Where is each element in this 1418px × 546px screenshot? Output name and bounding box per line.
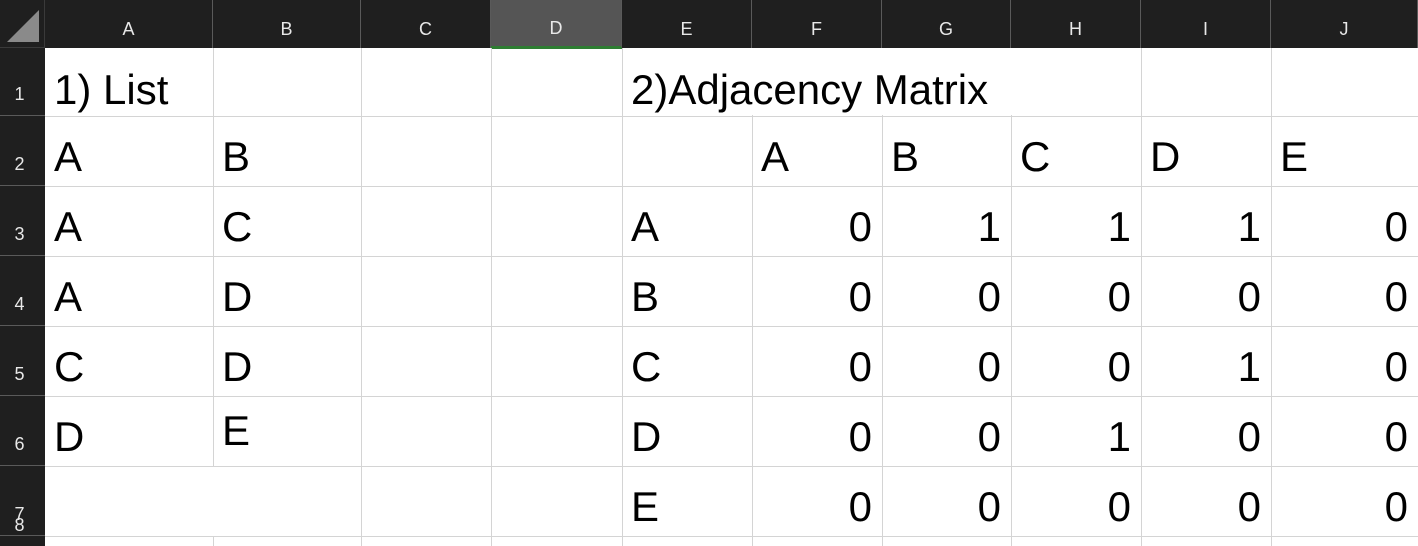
- row-header-3[interactable]: 3: [0, 186, 45, 256]
- matrix-value-cell[interactable]: 0: [848, 413, 872, 460]
- matrix-value-cell[interactable]: 1: [1107, 203, 1131, 250]
- gridline-horizontal: [45, 536, 1418, 537]
- column-header-b[interactable]: B: [213, 0, 361, 48]
- matrix-value-cell[interactable]: 0: [1384, 483, 1408, 530]
- column-header-d[interactable]: D: [491, 0, 622, 49]
- list-from-cell[interactable]: A: [54, 133, 83, 180]
- matrix-row-label-cell[interactable]: E: [631, 483, 660, 530]
- column-header-a[interactable]: A: [45, 0, 213, 48]
- matrix-row-label-cell[interactable]: A: [631, 203, 660, 250]
- matrix-value-cell[interactable]: 1: [1237, 343, 1261, 390]
- matrix-value-cell[interactable]: 0: [848, 483, 872, 530]
- column-header-i[interactable]: I: [1141, 0, 1271, 48]
- matrix-value-cell[interactable]: 0: [1384, 413, 1408, 460]
- list-to-cell[interactable]: D: [222, 273, 253, 320]
- gridline-vertical: [213, 48, 214, 546]
- row-header-8[interactable]: 8: [0, 515, 45, 546]
- matrix-value-cell[interactable]: 0: [977, 273, 1001, 320]
- cell-overflow-mask: [1010, 48, 1012, 115]
- matrix-row-label-cell[interactable]: D: [631, 413, 662, 460]
- column-header-f[interactable]: F: [752, 0, 882, 48]
- matrix-title-cell[interactable]: 2)Adjacency Matrix: [631, 66, 989, 113]
- column-header-j[interactable]: J: [1271, 0, 1418, 48]
- matrix-value-cell[interactable]: 1: [1237, 203, 1261, 250]
- matrix-value-cell[interactable]: 0: [1107, 343, 1131, 390]
- row-header-7[interactable]: 7: [0, 466, 45, 536]
- matrix-value-cell[interactable]: 0: [1384, 203, 1408, 250]
- matrix-value-cell[interactable]: 0: [1107, 483, 1131, 530]
- list-from-cell[interactable]: A: [54, 273, 83, 320]
- row-header-4[interactable]: 4: [0, 256, 45, 326]
- matrix-value-cell[interactable]: 0: [848, 203, 872, 250]
- matrix-value-cell[interactable]: 0: [848, 343, 872, 390]
- column-header-h[interactable]: H: [1011, 0, 1141, 48]
- cell-overflow-mask: [881, 48, 883, 115]
- select-all-icon: [7, 10, 39, 42]
- list-to-cell[interactable]: C: [222, 203, 253, 250]
- row-header-6[interactable]: 6: [0, 396, 45, 466]
- matrix-value-cell[interactable]: 0: [1384, 273, 1408, 320]
- gridline-vertical: [491, 48, 492, 546]
- list-to-cell[interactable]: B: [222, 133, 251, 180]
- gridline-horizontal: [45, 116, 1418, 117]
- matrix-row-label-cell[interactable]: B: [631, 273, 660, 320]
- matrix-value-cell[interactable]: 0: [1237, 413, 1261, 460]
- column-header-g[interactable]: G: [882, 0, 1011, 48]
- gridline-horizontal: [45, 326, 1418, 327]
- list-from-cell[interactable]: C: [54, 343, 85, 390]
- matrix-col-label-cell[interactable]: B: [891, 133, 920, 180]
- matrix-col-label-cell[interactable]: D: [1150, 133, 1181, 180]
- list-from-cell[interactable]: A: [54, 203, 83, 250]
- gridline-vertical: [1011, 48, 1012, 546]
- matrix-value-cell[interactable]: 1: [1107, 413, 1131, 460]
- matrix-value-cell[interactable]: 1: [977, 203, 1001, 250]
- cell-overflow-mask: [212, 467, 214, 536]
- matrix-col-label-cell[interactable]: A: [761, 133, 790, 180]
- matrix-value-cell[interactable]: 0: [1237, 483, 1261, 530]
- gridline-vertical: [1141, 48, 1142, 546]
- matrix-value-cell[interactable]: 0: [977, 483, 1001, 530]
- gridline-horizontal: [45, 186, 1418, 187]
- gridline-vertical: [882, 48, 883, 546]
- matrix-value-cell[interactable]: 0: [848, 273, 872, 320]
- matrix-value-cell[interactable]: 0: [1384, 343, 1408, 390]
- row-header-5[interactable]: 5: [0, 326, 45, 396]
- row-header-2[interactable]: 2: [0, 116, 45, 186]
- column-header-e[interactable]: E: [622, 0, 752, 48]
- matrix-value-cell[interactable]: 0: [1107, 273, 1131, 320]
- list-to-cell[interactable]: D: [222, 343, 253, 390]
- select-all-button[interactable]: [0, 0, 45, 48]
- gridline-vertical: [622, 48, 623, 546]
- matrix-value-cell[interactable]: 0: [977, 413, 1001, 460]
- gridline-horizontal: [45, 466, 1418, 467]
- matrix-row-label-cell[interactable]: C: [631, 343, 662, 390]
- gridline-horizontal: [45, 396, 1418, 397]
- cell-overflow-mask: [751, 48, 753, 115]
- matrix-value-cell[interactable]: 0: [977, 343, 1001, 390]
- list-from-cell[interactable]: D: [54, 413, 85, 460]
- gridline-vertical: [1271, 48, 1272, 546]
- list-to-cell[interactable]: E: [222, 407, 251, 454]
- gridline-horizontal: [45, 256, 1418, 257]
- row-header-1[interactable]: 1: [0, 48, 45, 116]
- cell-grid[interactable]: 1) List A B A C A D C D D E 2)Adjacency Matrix A B C D E…: [45, 48, 1418, 546]
- list-title-cell[interactable]: 1) List: [54, 66, 169, 113]
- column-header-c[interactable]: C: [361, 0, 491, 48]
- gridline-vertical: [752, 48, 753, 546]
- gridline-vertical: [361, 48, 362, 546]
- matrix-value-cell[interactable]: 0: [1237, 273, 1261, 320]
- matrix-col-label-cell[interactable]: C: [1020, 133, 1051, 180]
- matrix-col-label-cell[interactable]: E: [1280, 133, 1309, 180]
